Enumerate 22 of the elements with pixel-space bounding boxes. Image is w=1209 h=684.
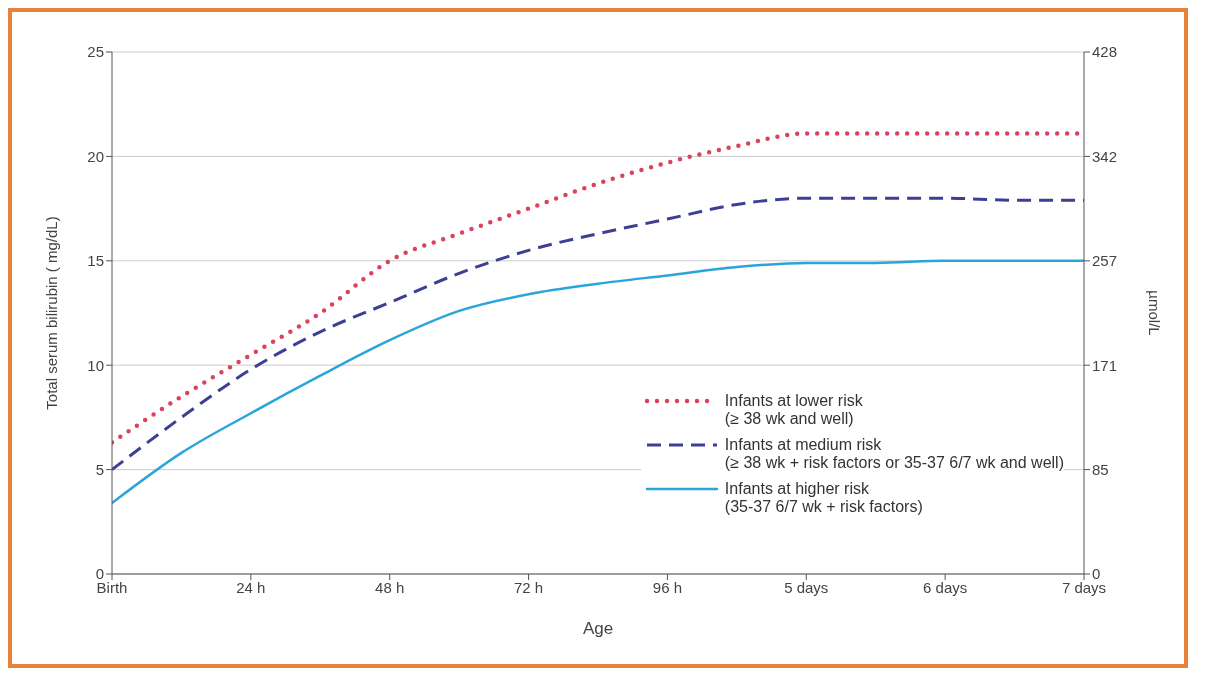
y2-tick-label: 342: [1092, 147, 1118, 165]
x-tick-label: 48 h: [375, 578, 405, 596]
x-tick-label: 5 days: [784, 578, 829, 596]
y2-tick-label: 428: [1092, 43, 1118, 61]
x-axis-title: Age: [582, 619, 614, 638]
x-tick-label: 72 h: [513, 578, 544, 596]
x-tick-label: 24 h: [236, 578, 266, 596]
y-tick-label: 20: [87, 147, 104, 165]
y-tick-label: 10: [87, 356, 104, 374]
x-tick-label: 6 days: [923, 578, 968, 596]
y-axis-title: Total serum bilirubin ( mg/dL): [43, 216, 61, 410]
x-tick-label: 96 h: [652, 578, 683, 596]
y-tick-label: 15: [87, 252, 104, 270]
legend-label: Infants at lower risk (≥ 38 wk and well): [724, 392, 863, 428]
legend-label: Infants at medium risk (≥ 38 wk + risk factors or 35-37 6/7 wk and well): [724, 436, 1064, 472]
y2-tick-label: 171: [1092, 356, 1118, 374]
legend-label: Infants at higher risk (35-37 6/7 wk + risk factors): [724, 480, 923, 516]
y2-tick-label: 85: [1092, 460, 1109, 478]
y-tick-label: 25: [87, 43, 104, 61]
y-tick-label: 5: [95, 460, 104, 478]
y2-tick-label: 257: [1092, 252, 1118, 270]
y2-axis-title: µmol/L: [1145, 290, 1163, 336]
